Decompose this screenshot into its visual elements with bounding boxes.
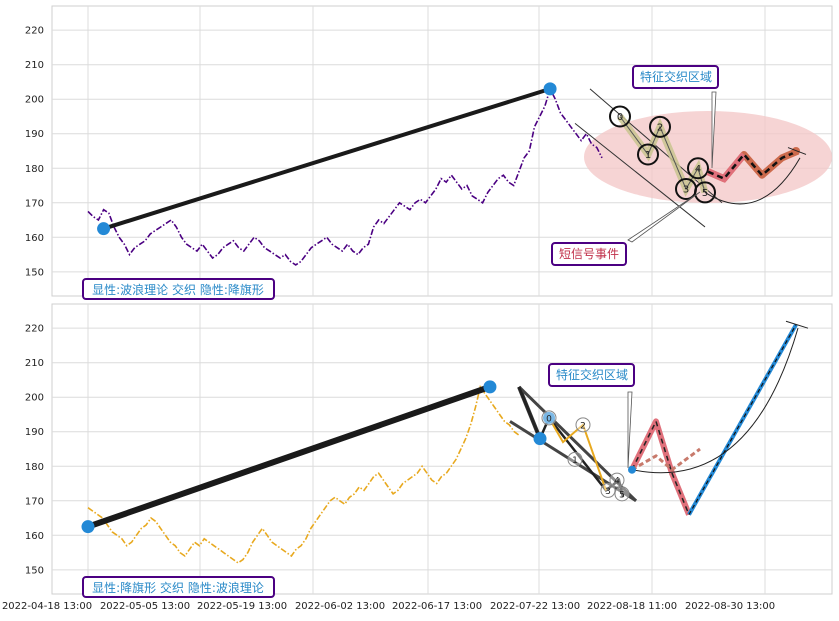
forecast-start-point [628, 465, 636, 474]
x-tick-label: 2022-05-19 13:00 [197, 601, 287, 612]
forecast-dashed [707, 149, 799, 181]
wave-pivot-circle [600, 482, 616, 498]
y-tick-label: 190 [25, 129, 44, 140]
zone-pointer [627, 391, 633, 469]
x-tick-label: 2022-08-30 13:00 [685, 601, 775, 612]
x-tick-label: 2022-06-02 13:00 [295, 601, 385, 612]
y-tick-label: 190 [25, 427, 44, 438]
forecast-short-zigzag [631, 447, 701, 472]
wave-pivot-circle [609, 472, 625, 488]
trend-start-point [97, 222, 111, 236]
trend-end-point [543, 82, 557, 96]
wave-pivot-circle [694, 181, 716, 204]
wave-pivot-circle [637, 143, 659, 166]
signal-pointer [627, 191, 701, 243]
projection-pivot [543, 411, 555, 424]
wave-line [548, 417, 607, 491]
forecast-tick [787, 147, 807, 155]
wave-pivot-circle [609, 105, 631, 128]
forecast-dashed [631, 419, 690, 515]
channel-line-lower [509, 420, 637, 503]
wave-pivot-label: 2 [580, 421, 586, 431]
trend-line [85, 383, 493, 530]
y-tick-label: 200 [25, 393, 44, 404]
x-tick-label: 2022-06-17 13:00 [392, 601, 482, 612]
wave-pivot-label: 3 [683, 184, 689, 195]
y-tick-label: 200 [25, 95, 44, 106]
x-tick-label: 2022-07-22 13:00 [490, 601, 580, 612]
wave-pivot-circle [614, 486, 630, 502]
zone-label: 特征交织区域 [640, 69, 712, 84]
pattern-label: 显性:波浪理论 交织 隐性:降旗形 [92, 282, 264, 297]
wave-pivot-label: 1 [645, 150, 651, 161]
pattern-label-box [82, 278, 275, 300]
y-tick-label: 220 [25, 324, 44, 335]
wave-pivot-label: 5 [619, 490, 625, 500]
wave-pivot-label: 4 [614, 477, 620, 487]
pattern-label: 显性:降旗形 交织 隐性:波浪理论 [92, 580, 264, 595]
zone-label: 特征交织区域 [556, 367, 628, 382]
wave-pivot-label: 0 [546, 414, 552, 424]
wave-pivot-label: 3 [605, 487, 611, 497]
x-tick-label: 2022-05-05 13:00 [100, 601, 190, 612]
y-tick-label: 150 [25, 565, 44, 576]
pattern-label-box [82, 576, 275, 598]
wave-pivot-circle [567, 451, 583, 467]
x-tick-label: 2022-08-18 11:00 [587, 601, 677, 612]
forecast-tick [785, 320, 809, 329]
wave-line [619, 116, 706, 193]
projection-zigzag [517, 386, 625, 498]
x-tick-label: 2022-04-18 13:00 [2, 601, 92, 612]
wave-pivot-label: 0 [617, 112, 623, 123]
wave-pivot-circle [575, 417, 591, 433]
price-series-line [87, 384, 520, 564]
panel-bottom [51, 303, 833, 598]
y-tick-label: 160 [25, 531, 44, 542]
trend-end-point [483, 380, 497, 394]
zone-label-box [632, 65, 719, 89]
forecast-arc [704, 157, 801, 205]
trend-line [101, 86, 553, 231]
y-tick-label: 170 [25, 198, 44, 209]
forecast-arc [631, 328, 799, 474]
signal-label-box [551, 242, 627, 266]
projection-pivot [533, 432, 547, 446]
zone-label-box [548, 363, 635, 387]
signal-label: 短信号事件 [559, 247, 619, 261]
y-tick-label: 210 [25, 60, 44, 71]
wave-pivot-label: 2 [657, 122, 663, 133]
y-tick-label: 150 [25, 267, 44, 278]
wave-pivot-label: 4 [695, 164, 701, 175]
panel-top [51, 5, 833, 300]
zone-pointer [711, 91, 717, 169]
wave-pivot-label: 1 [572, 456, 578, 466]
y-tick-label: 180 [25, 164, 44, 175]
y-tick-label: 160 [25, 233, 44, 244]
channel-line-lower [574, 122, 706, 228]
wave-pivot-circle [649, 115, 671, 138]
y-tick-label: 220 [25, 26, 44, 37]
forecast-long-leg-dash [688, 324, 797, 515]
price-series-line [87, 86, 603, 266]
wave-pivot-circle [687, 157, 709, 180]
wave-pivot-circle [541, 410, 557, 426]
y-tick-label: 170 [25, 496, 44, 507]
wave-pivot-label: 5 [702, 188, 708, 199]
y-tick-label: 180 [25, 462, 44, 473]
plot-frame [51, 303, 833, 595]
y-tick-label: 210 [25, 358, 44, 369]
trend-start-point [81, 520, 95, 534]
